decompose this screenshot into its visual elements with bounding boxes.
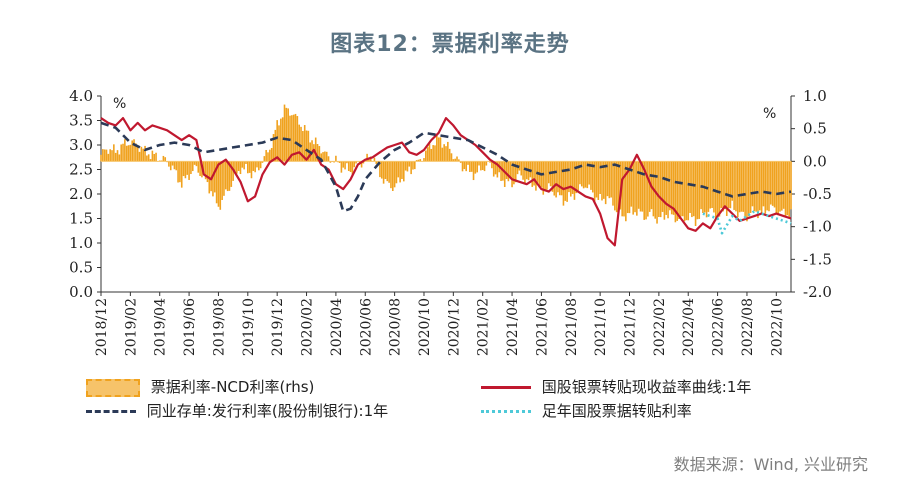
- left-axis-unit: %: [113, 96, 126, 112]
- legend-label-discount-yield: 国股银票转贴现收益率曲线:1年: [541, 378, 752, 396]
- series-line-2: [100, 121, 792, 213]
- x-tick-label: 2022/10: [769, 298, 785, 356]
- legend-swatch-spread: [86, 378, 140, 397]
- left-tick-label: 0.5: [69, 259, 93, 277]
- right-tick-label: -1.0: [803, 218, 832, 236]
- legend-item-full-year-rate: 足年国股票据转贴利率: [481, 400, 692, 421]
- right-axis-unit: %: [763, 106, 776, 122]
- left-tick-label: 1.0: [69, 234, 93, 252]
- x-tick-label: 2019/04: [153, 298, 169, 356]
- left-tick-label: 2.0: [69, 185, 93, 203]
- legend-item-ncd-rate: 同业存单:发行利率(股份制银行):1年: [86, 400, 388, 421]
- x-tick-label: 2018/12: [94, 298, 110, 356]
- x-tick-label: 2021/08: [564, 298, 580, 356]
- left-tick-label: 2.5: [69, 161, 93, 179]
- x-tick-label: 2020/12: [446, 298, 462, 356]
- left-tick-label: 1.5: [69, 210, 93, 228]
- legend-item-discount-yield: 国股银票转贴现收益率曲线:1年: [481, 376, 751, 397]
- legend-swatch-ncd-rate: [86, 410, 136, 413]
- x-tick-label: 2022/04: [681, 298, 697, 356]
- right-tick-label: 0.5: [803, 120, 827, 138]
- series-line-1: [100, 117, 792, 247]
- series-2: [100, 121, 792, 213]
- x-tick-label: 2020/08: [388, 298, 404, 356]
- legend-label-ncd-rate: 同业存单:发行利率(股份制银行):1年: [146, 402, 389, 420]
- x-tick-label: 2021/12: [623, 298, 639, 356]
- x-tick-label: 2020/06: [358, 298, 374, 356]
- x-tick-label: 2022/06: [711, 298, 727, 356]
- x-tick-label: 2021/02: [476, 298, 492, 356]
- x-tick-label: 2019/12: [270, 298, 286, 356]
- legend-label-full-year-rate: 足年国股票据转贴利率: [541, 402, 692, 420]
- x-tick-label: 2022/08: [740, 298, 756, 356]
- x-tick-label: 2019/10: [241, 298, 257, 356]
- x-tick-label: 2019/02: [123, 298, 139, 356]
- left-tick-label: 0.0: [69, 283, 93, 301]
- x-tick-label: 2022/02: [652, 298, 668, 356]
- legend-swatch-discount-yield: [481, 386, 531, 389]
- x-tick-label: 2019/06: [182, 298, 198, 356]
- data-source: 数据来源：Wind, 兴业研究: [673, 455, 868, 474]
- right-tick-label: -1.5: [803, 250, 832, 268]
- series-0: [100, 104, 792, 226]
- right-tick-label: 1.0: [803, 87, 827, 105]
- x-tick-label: 2021/04: [505, 298, 521, 356]
- series-1: [100, 117, 792, 247]
- legend-swatch-full-year-rate: [481, 410, 531, 413]
- x-tick-label: 2020/02: [300, 298, 316, 356]
- chart-area: 4.0 3.5 3.0 2.5 2.0 1.5 1.0 0.5 0.0% 1.0 0.5 0.0 -0.…: [69, 87, 832, 356]
- left-tick-label: 4.0: [69, 87, 93, 105]
- right-tick-label: -2.0: [803, 283, 832, 301]
- x-tick-label: 2021/06: [534, 298, 550, 356]
- legend-label-spread: 票据利率-NCD利率(rhs): [150, 378, 315, 396]
- left-tick-label: 3.0: [69, 136, 93, 154]
- x-tick-label: 2020/10: [417, 298, 433, 356]
- x-tick-label: 2020/04: [329, 298, 345, 356]
- legend-item-spread: 票据利率-NCD利率(rhs): [86, 376, 314, 397]
- x-tick-label: 2019/08: [211, 298, 227, 356]
- right-tick-label: 0.0: [803, 152, 827, 170]
- left-tick-label: 3.5: [69, 112, 93, 130]
- x-tick-label: 2021/10: [593, 298, 609, 356]
- chart-title: 图表12：票据利率走势: [330, 32, 570, 57]
- right-tick-label: -0.5: [803, 185, 832, 203]
